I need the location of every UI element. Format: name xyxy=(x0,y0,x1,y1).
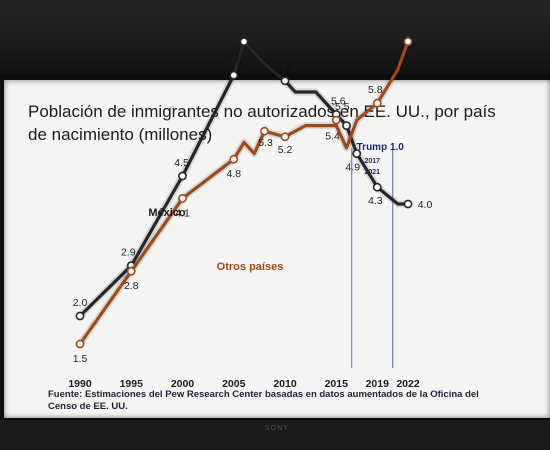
data-label-mexico: 6.9 xyxy=(237,23,252,35)
series-line-otros-paises xyxy=(78,39,410,346)
series-name-mexico: México xyxy=(148,207,186,219)
data-point-mexico xyxy=(229,70,239,80)
screen-brand-label: SONY xyxy=(265,424,289,432)
series-shadow-otros-paises xyxy=(77,40,412,347)
data-label-otros-paises: 5.2 xyxy=(278,144,293,156)
wall-background xyxy=(0,0,550,78)
data-label-otros-paises: 6.9 xyxy=(417,37,432,49)
data-point-mexico xyxy=(178,171,187,181)
data-point-mexico xyxy=(342,121,351,130)
data-label-otros-paises: 1.5 xyxy=(73,353,88,365)
x-tick-label: 1990 xyxy=(68,378,92,390)
x-tick-label: 2015 xyxy=(325,378,349,390)
data-label-otros-paises: 5.8 xyxy=(368,84,383,96)
screen-chin xyxy=(0,420,550,450)
period-start-label: 2017 xyxy=(364,158,380,165)
presentation-slide xyxy=(4,80,550,418)
period-label: Trump 1.0 xyxy=(357,142,405,153)
data-label-mexico: 4.0 xyxy=(418,199,433,211)
data-point-otros-paises xyxy=(372,98,382,108)
data-label-otros-paises: 5.3 xyxy=(258,137,273,149)
data-point-otros-paises xyxy=(178,193,187,203)
data-label-mexico: 5.4 xyxy=(325,131,340,143)
period-end-label: 2021 xyxy=(364,169,380,176)
data-label-otros-paises: 4.1 xyxy=(175,207,190,219)
data-point-mexico xyxy=(403,199,413,209)
data-point-otros-paises xyxy=(331,115,341,125)
data-label-mexico: 6.2 xyxy=(282,62,297,74)
data-label-mexico: 6.3 xyxy=(224,56,239,68)
data-label-otros-paises: 2.8 xyxy=(124,280,139,292)
data-labels: 2.0 2.9 4.5 6.3 6.9 6.2 5.6 5.4 4.9 4.3 4.0 1.5 2.8 4… xyxy=(73,23,433,365)
data-point-mexico xyxy=(75,311,85,321)
data-label-otros-paises: 5.5 xyxy=(335,101,350,113)
trump-period-band: Trump 1.0 2017 2021 xyxy=(351,142,405,368)
data-point-mexico xyxy=(239,37,249,46)
data-label-mexico: 5.6 xyxy=(331,95,346,107)
series-name-otros-paises: Otros países xyxy=(217,261,284,273)
data-point-mexico xyxy=(352,149,362,158)
data-label-mexico: 2.9 xyxy=(121,247,136,259)
x-tick-label: 2005 xyxy=(222,378,246,390)
x-tick-label: 2010 xyxy=(273,378,297,390)
x-axis-ticks: 1990 1995 2000 2005 2010 2015 2019 2022 xyxy=(68,378,420,390)
data-point-otros-paises xyxy=(403,37,413,46)
x-tick-label: 2019 xyxy=(366,378,390,390)
data-point-mexico xyxy=(280,76,290,86)
source-note: Fuente: Estimaciones del Pew Research Ce… xyxy=(48,389,479,412)
data-point-otros-paises xyxy=(75,339,85,349)
data-label-mexico: 4.9 xyxy=(345,162,360,174)
data-point-mexico xyxy=(372,182,382,192)
data-point-otros-paises xyxy=(229,154,239,164)
data-label-otros-paises: 4.8 xyxy=(226,168,241,180)
x-tick-label: 1995 xyxy=(120,378,144,390)
x-tick-label: 2022 xyxy=(396,378,420,390)
data-label-mexico: 2.0 xyxy=(73,297,88,309)
data-point-otros-paises xyxy=(260,126,269,136)
data-label-mexico: 4.5 xyxy=(174,157,189,169)
data-point-otros-paises xyxy=(280,132,290,142)
data-label-mexico: 4.3 xyxy=(368,195,383,207)
series-lines xyxy=(75,37,413,349)
series-line-mexico xyxy=(78,39,410,318)
data-point-otros-paises xyxy=(126,266,136,276)
x-tick-label: 2000 xyxy=(171,378,195,390)
